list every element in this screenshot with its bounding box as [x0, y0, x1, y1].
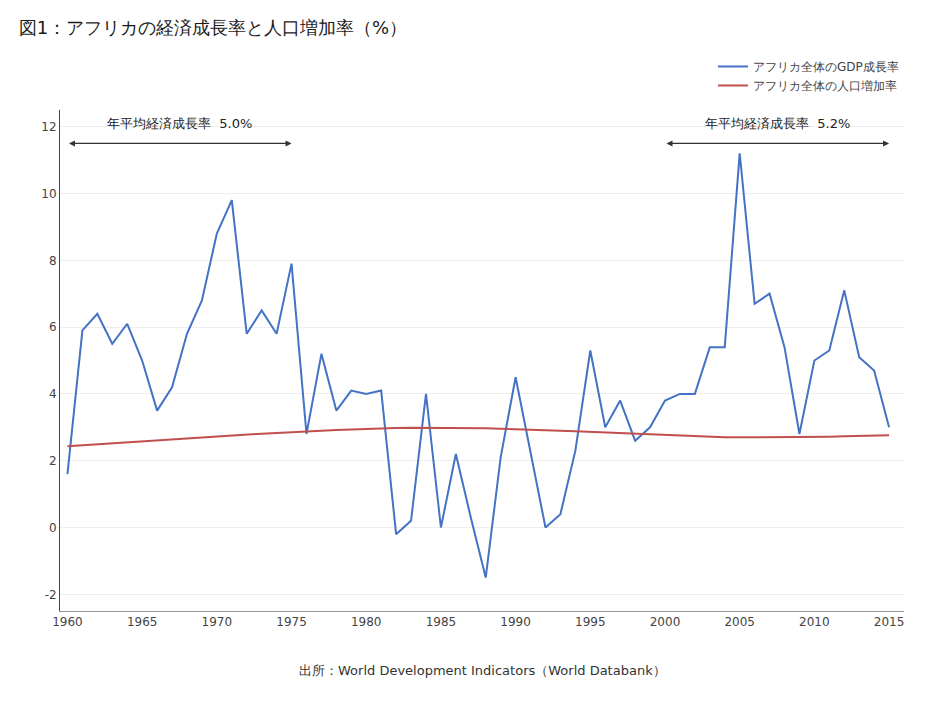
svg-text:1960: 1960 [52, 615, 83, 629]
svg-text:年平均経済成長率 5.2%: 年平均経済成長率 5.2% [705, 116, 850, 131]
svg-text:0: 0 [49, 521, 57, 535]
svg-text:1975: 1975 [276, 615, 307, 629]
svg-text:2: 2 [49, 454, 57, 468]
svg-text:アフリカ全体のGDP成長率: アフリカ全体のGDP成長率 [753, 60, 899, 74]
svg-text:1980: 1980 [351, 615, 382, 629]
svg-text:4: 4 [49, 387, 57, 401]
svg-text:2010: 2010 [799, 615, 830, 629]
svg-text:1985: 1985 [426, 615, 457, 629]
svg-text:出所：World Development Indicator: 出所：World Development Indicators（World Da… [299, 663, 666, 678]
svg-text:年平均経済成長率 5.0%: 年平均経済成長率 5.0% [107, 116, 252, 131]
svg-text:6: 6 [49, 320, 57, 334]
svg-text:10: 10 [41, 187, 56, 201]
svg-text:12: 12 [41, 120, 56, 134]
svg-text:図1：アフリカの経済成長率と人口増加率（%）: 図1：アフリカの経済成長率と人口増加率（%） [19, 17, 408, 38]
svg-text:2000: 2000 [650, 615, 681, 629]
svg-text:1990: 1990 [500, 615, 531, 629]
svg-text:1995: 1995 [575, 615, 606, 629]
svg-text:8: 8 [49, 253, 57, 267]
svg-text:2015: 2015 [874, 615, 905, 629]
svg-text:1965: 1965 [127, 615, 158, 629]
svg-text:2005: 2005 [724, 615, 755, 629]
svg-text:1970: 1970 [202, 615, 233, 629]
svg-text:-2: -2 [45, 588, 57, 602]
svg-text:アフリカ全体の人口増加率: アフリカ全体の人口増加率 [753, 79, 897, 93]
